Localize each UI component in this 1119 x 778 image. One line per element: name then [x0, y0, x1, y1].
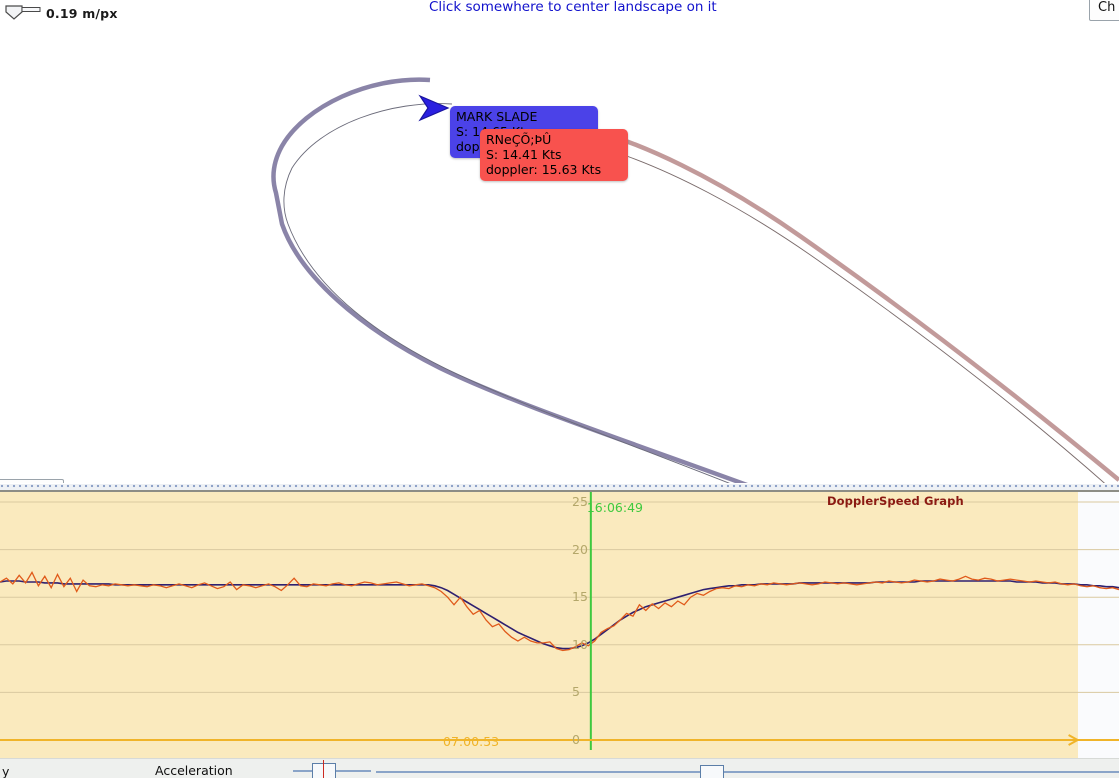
doppler-speed-graph[interactable]: 25 20 15 10 5 0	[0, 492, 1119, 758]
graph-x-axis	[0, 734, 1080, 746]
timeline-scroll-handle[interactable]	[700, 765, 724, 778]
vessel-tracks-layer	[271, 77, 1119, 488]
series-doppler-line	[0, 571, 1119, 652]
graph-y-tick-15: 15	[572, 589, 588, 605]
scale-value-label: 0.19 m/px	[46, 6, 118, 21]
vessel-label-red[interactable]: RNeÇÕ;ÞÛ S: 14.41 Kts doppler: 15.63 Kts	[480, 129, 628, 181]
vessel-name-red: RNeÇÕ;ÞÛ	[486, 132, 552, 147]
acceleration-label: Acceleration	[155, 763, 233, 778]
bottom-left-label: y	[2, 764, 10, 778]
channel-button[interactable]: Ch	[1089, 0, 1119, 21]
splitter-edge	[0, 490, 1119, 492]
scale-bar-icon	[4, 4, 42, 22]
track-blue-thick	[271, 77, 763, 488]
graph-y-tick-20: 20	[572, 541, 588, 557]
center-landscape-hint: Click somewhere to center landscape on i…	[429, 0, 717, 15]
graph-series-layer	[0, 492, 1119, 750]
graph-y-tick-5: 5	[572, 684, 580, 700]
acceleration-slider-handle[interactable]	[312, 760, 336, 778]
graph-y-tick-25: 25	[572, 494, 588, 509]
timeline-scroll-track[interactable]	[376, 771, 1119, 773]
vessel-speed-red: S: 14.41 Kts	[486, 147, 562, 162]
vessel-name-blue: MARK SLADE	[456, 109, 538, 124]
graph-gridlines	[0, 501, 1119, 741]
vessel-heading-arrow[interactable]	[418, 94, 450, 122]
start-time-label: 07:00:53	[443, 734, 500, 749]
acceleration-slider-tick	[323, 760, 324, 778]
track-red-thick	[569, 121, 1119, 482]
graph-y-tick-10: 10	[572, 636, 588, 652]
track-red-thin	[595, 145, 1111, 488]
vessel-doppler-red: doppler: 15.63 Kts	[486, 162, 602, 177]
bottom-toolbar: y Acceleration	[0, 758, 1119, 778]
panel-splitter[interactable]	[0, 483, 1119, 493]
track-blue-thin	[283, 103, 743, 488]
graph-plot-background	[0, 492, 1078, 758]
graph-title: DopplerSpeed Graph	[827, 494, 964, 508]
top-toolbar: 0.19 m/px Click somewhere to center land…	[0, 0, 1119, 28]
series-speed-line	[0, 580, 1119, 650]
cursor-time-label: 16:06:49	[586, 500, 643, 515]
graph-y-tick-0: 0	[572, 732, 580, 747]
map-canvas[interactable]: MARK SLADE S: 14.65 Kts doppler: 13.94 K…	[0, 28, 1119, 488]
